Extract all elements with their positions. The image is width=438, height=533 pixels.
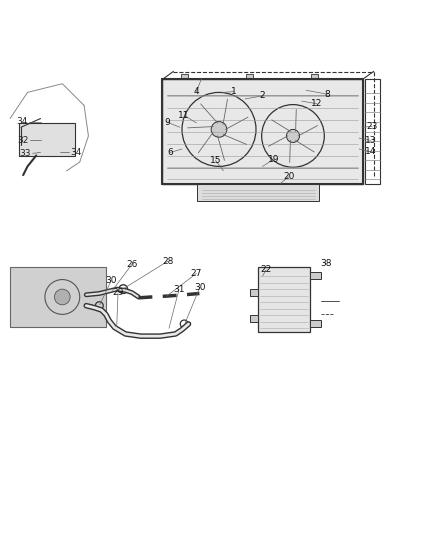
Text: 11: 11	[178, 111, 190, 120]
Bar	[365, 79, 380, 184]
Text: 33: 33	[20, 149, 31, 158]
Text: 34: 34	[71, 148, 82, 157]
Text: 27: 27	[191, 269, 202, 278]
Circle shape	[211, 122, 227, 137]
FancyBboxPatch shape	[258, 266, 311, 332]
Text: 28: 28	[162, 257, 173, 266]
Text: 23: 23	[367, 122, 378, 131]
Text: 29: 29	[112, 288, 124, 297]
Text: 30: 30	[105, 277, 117, 285]
Bar	[197, 184, 319, 201]
Text: 13: 13	[365, 136, 376, 145]
Bar	[251, 289, 258, 296]
Text: 34: 34	[17, 117, 28, 126]
Text: 30: 30	[194, 283, 205, 292]
Text: 19: 19	[268, 155, 279, 164]
FancyBboxPatch shape	[162, 79, 363, 184]
FancyBboxPatch shape	[19, 123, 75, 156]
Text: 2: 2	[260, 91, 265, 100]
Circle shape	[54, 289, 70, 305]
Text: 38: 38	[320, 259, 332, 268]
Text: 9: 9	[164, 117, 170, 126]
Circle shape	[286, 130, 300, 142]
Text: 1: 1	[231, 87, 237, 96]
Text: 8: 8	[324, 90, 330, 99]
Bar	[246, 74, 253, 79]
Bar	[311, 272, 321, 279]
Text: 22: 22	[260, 265, 272, 274]
Text: 20: 20	[283, 172, 294, 181]
Text: 12: 12	[311, 99, 323, 108]
FancyBboxPatch shape	[10, 266, 106, 327]
Text: 14: 14	[365, 147, 376, 156]
Text: 32: 32	[18, 136, 29, 145]
Bar	[311, 320, 321, 327]
Bar	[181, 74, 187, 79]
Text: 6: 6	[167, 148, 173, 157]
Text: 26: 26	[126, 260, 138, 269]
Bar	[251, 315, 258, 322]
Text: 31: 31	[173, 285, 185, 294]
Text: 4: 4	[194, 87, 199, 96]
Text: 15: 15	[210, 156, 221, 165]
Bar	[311, 74, 318, 79]
